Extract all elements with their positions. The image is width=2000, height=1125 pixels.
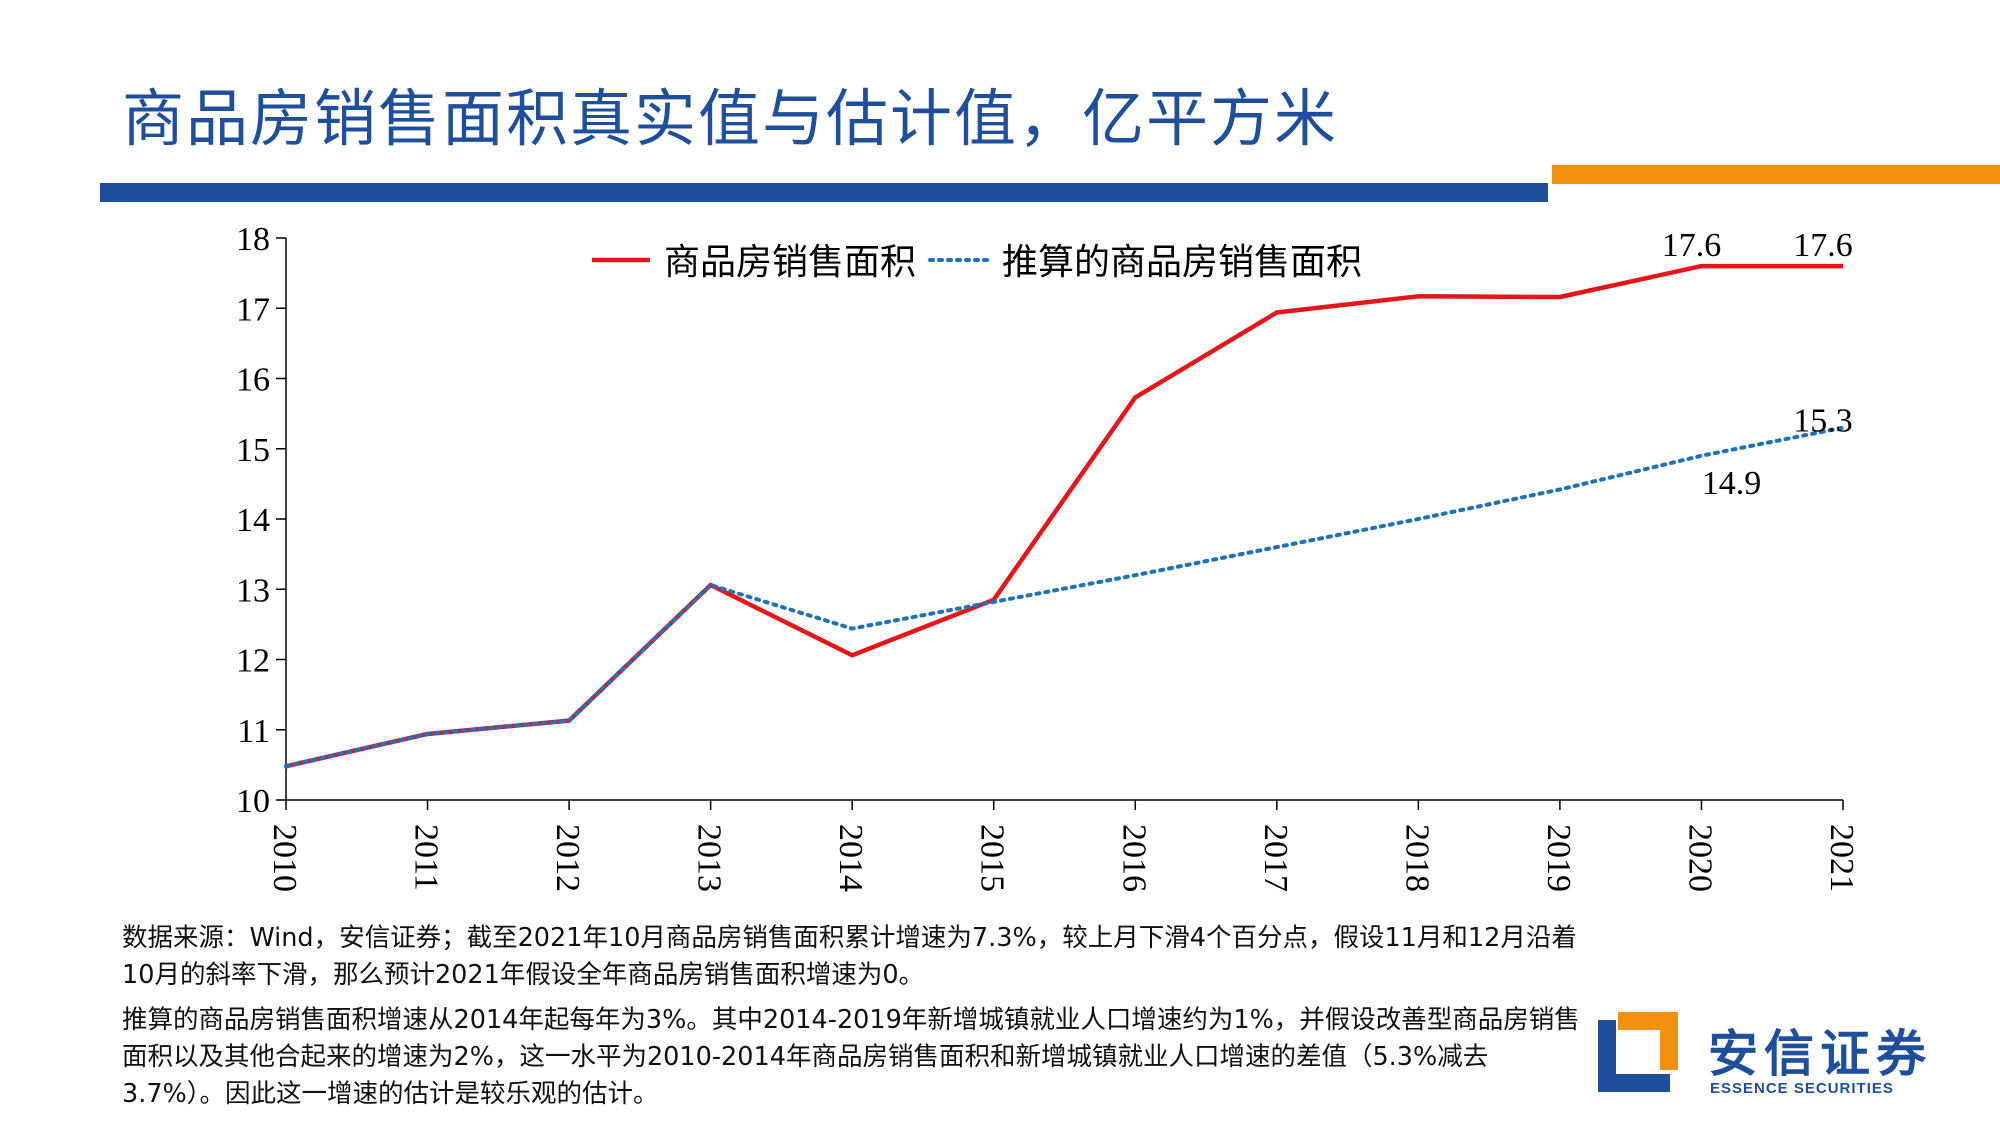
chart-series bbox=[284, 263, 1845, 769]
y-tick-label: 10 bbox=[236, 783, 270, 820]
brand-logo: 安信证券 ESSENCE SECURITIES bbox=[1598, 1012, 1978, 1112]
x-tick-label: 2013 bbox=[691, 824, 728, 892]
logo-text-cn: 安信证券 bbox=[1708, 1025, 1932, 1083]
x-tick-label: 2011 bbox=[408, 824, 445, 891]
y-tick-label: 18 bbox=[236, 221, 270, 258]
header-divider-orange bbox=[1552, 165, 2000, 184]
y-tick-label: 11 bbox=[237, 713, 270, 750]
x-tick-label: 2016 bbox=[1115, 824, 1152, 892]
chart-legend: 商品房销售面积 推算的商品房销售面积 bbox=[592, 242, 1362, 283]
data-label: 14.9 bbox=[1702, 465, 1762, 502]
header-divider-blue bbox=[100, 183, 1548, 202]
x-tick-label: 2018 bbox=[1398, 824, 1435, 892]
legend-label-actual: 商品房销售面积 bbox=[664, 242, 916, 283]
x-tick-label: 2014 bbox=[832, 824, 869, 892]
x-tick-label: 2021 bbox=[1823, 824, 1860, 892]
x-tick-label: 2017 bbox=[1257, 824, 1294, 892]
x-tick-label: 2019 bbox=[1540, 824, 1577, 892]
y-tick-label: 17 bbox=[236, 291, 270, 328]
line-chart: 10 11 12 13 14 15 16 17 18 2010 2011 2012 2013 2014 20… bbox=[236, 221, 1860, 892]
chart-data-labels: 17.6 17.6 14.9 15.3 bbox=[1662, 227, 1853, 502]
x-tick-label: 2020 bbox=[1681, 824, 1718, 892]
method-note: 推算的商品房销售面积增速从2014年起每年为3%。其中2014-2019年新增城… bbox=[122, 1005, 1580, 1109]
essence-logo-icon bbox=[1598, 1012, 1678, 1092]
series-line-actual bbox=[285, 263, 1843, 769]
x-tick-label: 2010 bbox=[266, 824, 303, 892]
y-tick-label: 15 bbox=[236, 432, 270, 469]
data-label: 17.6 bbox=[1662, 227, 1722, 264]
x-tick-label: 2015 bbox=[974, 824, 1011, 892]
page-title: 商品房销售面积真实值与估计值，亿平方米 bbox=[122, 82, 1339, 155]
logo-text-en: ESSENCE SECURITIES bbox=[1710, 1080, 1894, 1097]
y-tick-label: 12 bbox=[236, 643, 270, 680]
chart-axes: 10 11 12 13 14 15 16 17 18 2010 2011 2012 2013 2014 20… bbox=[236, 221, 1860, 892]
series-line-estimate bbox=[284, 425, 1845, 769]
y-tick-label: 13 bbox=[236, 572, 270, 609]
chart-notes: 数据来源：Wind，安信证券；截至2021年10月商品房销售面积累计增速为7.3… bbox=[122, 920, 1582, 1121]
x-tick-label: 2012 bbox=[549, 824, 586, 892]
y-tick-label: 14 bbox=[236, 502, 270, 539]
data-label: 17.6 bbox=[1793, 227, 1853, 264]
legend-label-estimate: 推算的商品房销售面积 bbox=[1002, 242, 1362, 283]
data-label: 15.3 bbox=[1793, 403, 1853, 440]
source-note: 数据来源：Wind，安信证券；截至2021年10月商品房销售面积累计增速为7.3… bbox=[122, 923, 1577, 990]
y-tick-label: 16 bbox=[236, 362, 270, 399]
